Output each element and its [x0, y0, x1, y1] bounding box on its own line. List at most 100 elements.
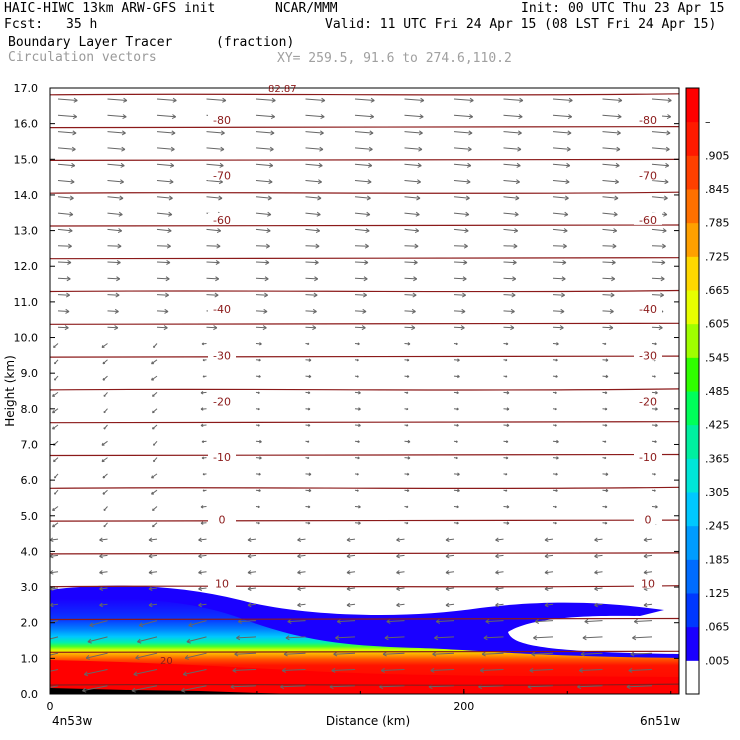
wind-vector [156, 147, 175, 150]
wind-vector-head [152, 508, 155, 511]
wind-vector [436, 620, 455, 623]
wind-vector-head [216, 243, 221, 249]
wind-vector [255, 180, 273, 183]
wind-vector [50, 571, 59, 574]
wind-vector-head [445, 553, 450, 559]
wind-vector-head [609, 308, 614, 314]
wind-vector-head [506, 391, 510, 395]
wind-vector-head [259, 439, 262, 444]
colorbar-label: .605 [705, 318, 730, 331]
wind-vector-head [465, 195, 470, 201]
wind-vector-head [414, 228, 420, 234]
wind-vector-head [412, 292, 417, 298]
wind-vector-head [356, 489, 359, 492]
wind-vector [453, 326, 465, 329]
wind-vector-head [312, 308, 317, 314]
wind-vector [453, 261, 467, 264]
wind-vector-head [384, 635, 389, 641]
wind-vector-head [267, 195, 272, 201]
wind-vector-head [505, 375, 508, 378]
wind-vector [404, 261, 418, 264]
wind-vector-head [362, 308, 367, 314]
wind-vector-head [314, 259, 319, 265]
wind-vector [552, 310, 565, 312]
wind-vector [335, 636, 356, 639]
wind-vector-head [121, 146, 126, 152]
wind-vector-head [661, 243, 666, 249]
wind-vector-head [660, 276, 665, 282]
wind-vector-head [103, 508, 106, 511]
wind-vector-head [89, 622, 94, 628]
wind-vector-head [331, 667, 336, 673]
colorbar-swatch [686, 357, 699, 392]
wind-vector [305, 180, 322, 183]
wind-vector-head [271, 97, 276, 103]
wind-vector-head [556, 456, 559, 460]
wind-vector [102, 375, 108, 381]
wind-vector-head [659, 292, 664, 298]
wind-vector-head [151, 475, 155, 479]
wind-vector [181, 685, 207, 692]
wind-vector-head [152, 394, 155, 397]
wind-vector [354, 326, 366, 329]
wind-vector [651, 163, 669, 167]
wind-vector-head [366, 211, 371, 217]
wind-vector-head [218, 195, 223, 201]
wind-vector-head [317, 195, 322, 201]
wind-vector [503, 212, 519, 216]
wind-vector-head [151, 377, 155, 381]
wind-vector [297, 538, 306, 541]
wind-vector-head [396, 602, 401, 608]
fcst-label: Fcst: [4, 17, 44, 32]
contour-label-bg [634, 348, 662, 361]
wind-vector-head [38, 639, 42, 643]
wind-vector [133, 669, 158, 675]
wind-vector-head [222, 97, 227, 103]
wind-vector-head [356, 473, 359, 476]
wind-vector-head [167, 228, 172, 234]
wind-vector [99, 571, 108, 574]
wind-vector-head [653, 489, 656, 492]
wind-vector-head [396, 553, 401, 559]
isotherm-line [50, 453, 679, 457]
wind-vector [148, 538, 158, 541]
colorbar: .005 .065 .125 .185 .245 .305 .365 .425 .485 .545… [685, 87, 730, 695]
wind-vector [354, 245, 369, 247]
wind-vector-head [200, 407, 204, 411]
valid-time: Valid: 11 UTC Fri 24 Apr 15 (08 LST Fri … [325, 17, 717, 32]
wind-vector-head [102, 361, 106, 365]
wind-vector [552, 261, 566, 264]
xy-coords: XY= 259.5, 91.6 to 274.6,110.2 [277, 51, 512, 66]
contour-label-bg [634, 168, 662, 181]
wind-vector-head [604, 423, 608, 427]
wind-vector [445, 554, 455, 557]
contour-label: 10 [215, 577, 229, 590]
wind-vector-head [202, 489, 205, 492]
wind-vector-head [121, 130, 126, 136]
wind-vector-head [259, 342, 262, 346]
wind-vector [255, 294, 268, 296]
wind-vector [594, 538, 603, 541]
wind-vector [544, 554, 554, 557]
colorbar-swatch [686, 492, 699, 527]
wind-vector [297, 554, 306, 557]
wind-vector [184, 652, 207, 659]
wind-vector [503, 114, 523, 118]
y-tick-label: 9.0 [21, 367, 39, 380]
wind-vector-head [65, 308, 70, 314]
wind-vector [503, 228, 518, 232]
wind-vector-head [116, 259, 121, 265]
wind-vector [247, 603, 257, 606]
wind-vector-head [335, 635, 340, 641]
wind-vector-head [247, 537, 252, 543]
wind-vector-head [168, 195, 173, 201]
wind-vector [151, 375, 158, 381]
contour-label-bg [208, 394, 236, 407]
wind-vector-head [54, 362, 57, 365]
wind-vector [404, 277, 417, 280]
wind-vector-head [655, 505, 658, 509]
wind-vector [346, 571, 356, 574]
wind-vector [602, 261, 616, 264]
colorbar-swatch [686, 88, 699, 123]
wind-vector [480, 669, 504, 671]
